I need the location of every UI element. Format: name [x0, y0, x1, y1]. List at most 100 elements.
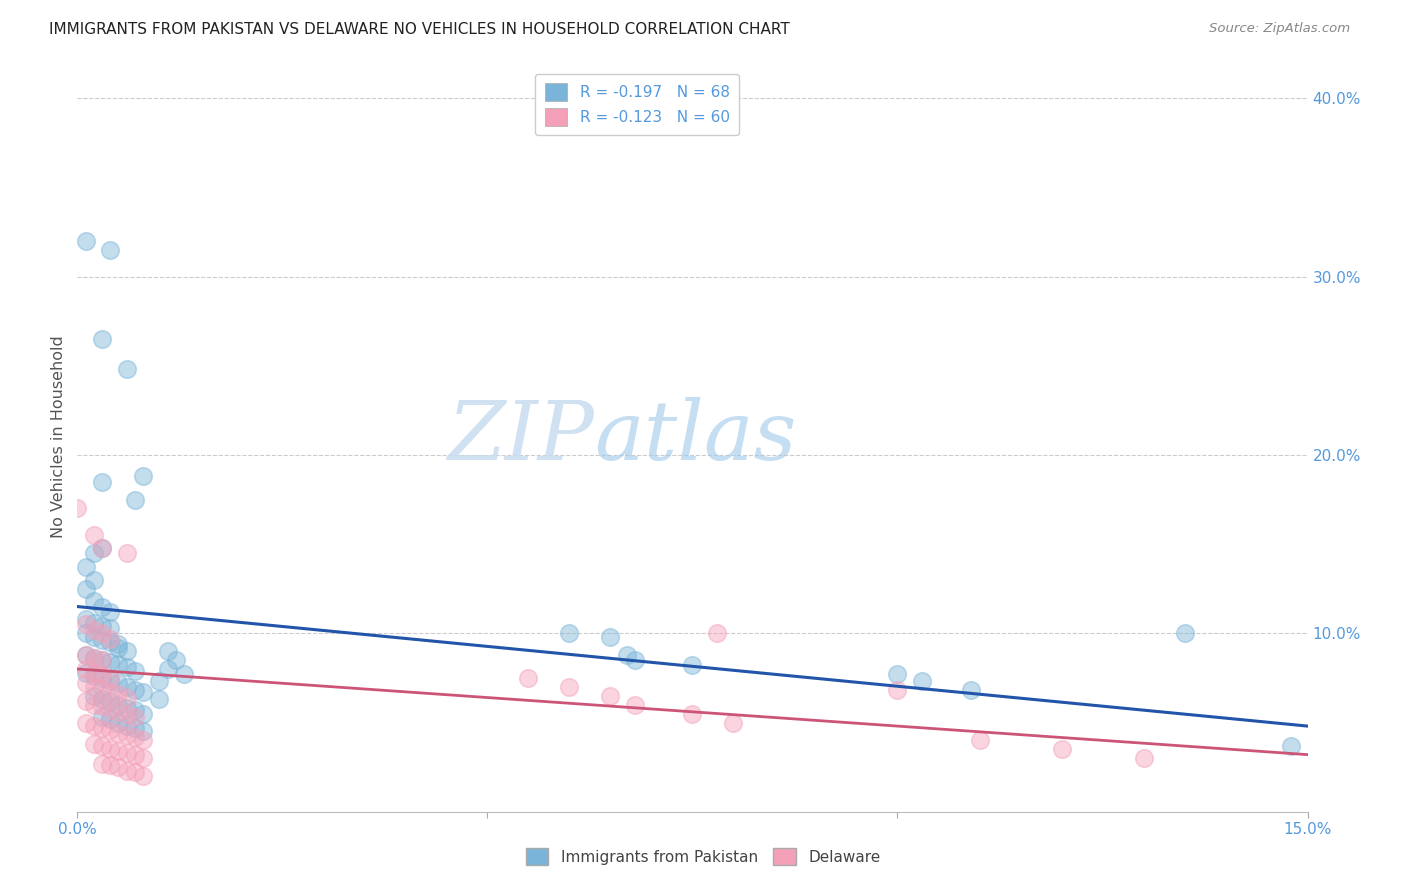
Point	[83, 573, 105, 587]
Point	[75, 560, 97, 574]
Point	[98, 671, 121, 685]
Point	[107, 687, 129, 701]
Point	[83, 594, 105, 608]
Point	[83, 630, 105, 644]
Point	[90, 599, 114, 614]
Point	[599, 689, 621, 703]
Point	[107, 676, 129, 690]
Legend: Immigrants from Pakistan, Delaware: Immigrants from Pakistan, Delaware	[519, 842, 887, 871]
Point	[558, 680, 581, 694]
Point	[616, 648, 638, 662]
Point	[886, 683, 908, 698]
Point	[156, 644, 179, 658]
Point	[115, 690, 138, 705]
Point	[115, 746, 138, 760]
Point	[107, 760, 129, 774]
Point	[75, 676, 97, 690]
Point	[83, 546, 105, 560]
Point	[83, 719, 105, 733]
Text: ZIP: ZIP	[447, 397, 595, 477]
Point	[90, 721, 114, 735]
Point	[624, 653, 647, 667]
Point	[124, 721, 146, 735]
Point	[173, 667, 195, 681]
Point	[960, 683, 983, 698]
Point	[90, 626, 114, 640]
Point	[723, 715, 745, 730]
Point	[624, 698, 647, 712]
Text: Source: ZipAtlas.com: Source: ZipAtlas.com	[1209, 22, 1350, 36]
Point	[1050, 742, 1073, 756]
Point	[1174, 626, 1197, 640]
Point	[98, 674, 121, 689]
Point	[107, 744, 129, 758]
Point	[132, 733, 155, 747]
Point	[115, 719, 138, 733]
Point	[90, 681, 114, 696]
Point	[90, 653, 114, 667]
Point	[75, 694, 97, 708]
Point	[83, 680, 105, 694]
Point	[115, 708, 138, 723]
Point	[132, 706, 155, 721]
Point	[132, 469, 155, 483]
Point	[90, 619, 114, 633]
Point	[1132, 751, 1154, 765]
Y-axis label: No Vehicles in Household: No Vehicles in Household	[51, 335, 66, 539]
Point	[98, 758, 121, 772]
Point	[90, 541, 114, 555]
Point	[124, 747, 146, 762]
Point	[115, 660, 138, 674]
Point	[115, 680, 138, 694]
Point	[75, 234, 97, 248]
Point	[107, 726, 129, 740]
Point	[1279, 739, 1302, 753]
Point	[132, 724, 155, 739]
Point	[75, 617, 97, 632]
Point	[107, 715, 129, 730]
Point	[682, 706, 704, 721]
Point	[98, 635, 121, 649]
Point	[98, 621, 121, 635]
Point	[517, 671, 540, 685]
Point	[98, 632, 121, 646]
Point	[83, 737, 105, 751]
Point	[90, 653, 114, 667]
Point	[83, 651, 105, 665]
Point	[98, 694, 121, 708]
Point	[132, 751, 155, 765]
Point	[969, 733, 991, 747]
Point	[83, 698, 105, 712]
Point	[83, 669, 105, 683]
Point	[115, 764, 138, 778]
Point	[124, 710, 146, 724]
Point	[558, 626, 581, 640]
Point	[886, 667, 908, 681]
Point	[90, 692, 114, 706]
Point	[75, 648, 97, 662]
Point	[124, 765, 146, 780]
Point	[124, 664, 146, 678]
Point	[98, 243, 121, 257]
Point	[90, 710, 114, 724]
Legend: R = -0.197   N = 68, R = -0.123   N = 60: R = -0.197 N = 68, R = -0.123 N = 60	[536, 74, 738, 135]
Point	[75, 612, 97, 626]
Point	[124, 730, 146, 744]
Point	[115, 644, 138, 658]
Point	[90, 739, 114, 753]
Point	[98, 712, 121, 726]
Point	[124, 492, 146, 507]
Point	[165, 653, 187, 667]
Point	[156, 662, 179, 676]
Point	[115, 546, 138, 560]
Point	[90, 756, 114, 771]
Point	[83, 615, 105, 630]
Point	[98, 655, 121, 669]
Point	[90, 332, 114, 346]
Point	[98, 723, 121, 737]
Point	[107, 705, 129, 719]
Point	[90, 541, 114, 555]
Point	[132, 685, 155, 699]
Point	[90, 475, 114, 489]
Point	[75, 715, 97, 730]
